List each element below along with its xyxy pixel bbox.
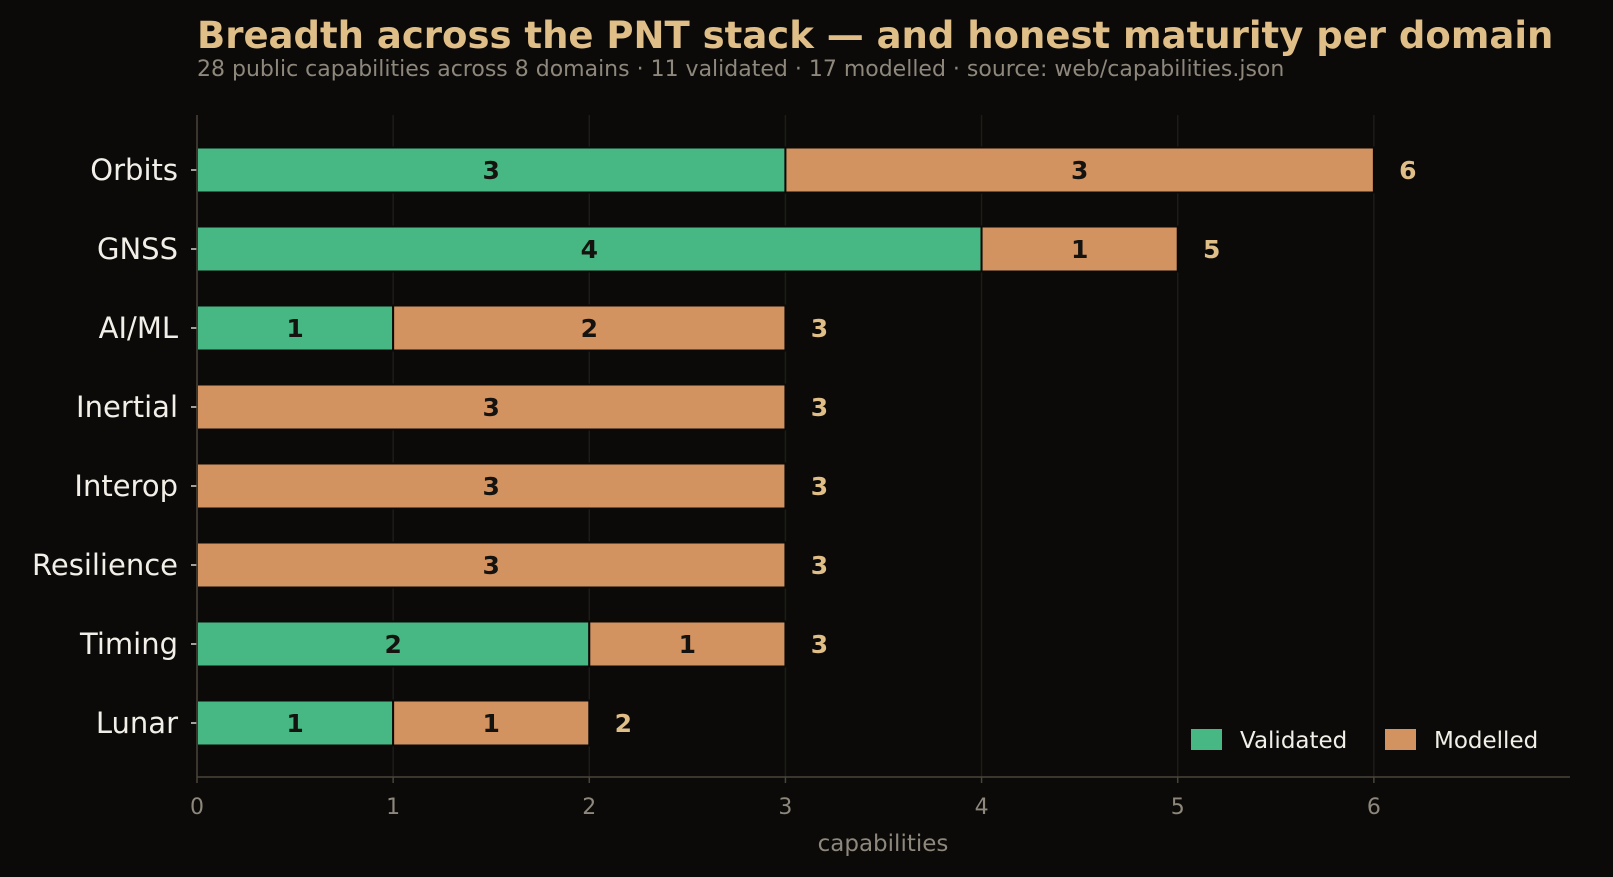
category-label: Timing xyxy=(79,627,178,661)
bar-total-label: 3 xyxy=(811,630,828,659)
category-label: Lunar xyxy=(96,706,178,740)
x-tick-label: 6 xyxy=(1367,795,1381,820)
bar-segment xyxy=(588,620,787,668)
bar-segment-label: 1 xyxy=(286,709,303,738)
bar-segment xyxy=(196,620,591,668)
bar-segment-label: 1 xyxy=(1071,235,1088,264)
category-label: AI/ML xyxy=(99,311,178,345)
bar-segment xyxy=(196,383,787,431)
bar-segment-label: 3 xyxy=(1071,156,1088,185)
bar-segment-label: 4 xyxy=(581,235,598,264)
x-tick-label: 1 xyxy=(386,795,400,820)
bar-segment-label: 2 xyxy=(581,314,598,343)
chart-title: Breadth across the PNT stack — and hones… xyxy=(197,14,1553,57)
bar-segment-label: 2 xyxy=(384,630,401,659)
bar-segment-label: 1 xyxy=(679,630,696,659)
axes: Orbits GNSS AI/ML Inertial Interop Resilience… xyxy=(32,115,1570,820)
bar-segment xyxy=(784,146,1375,194)
bar-segment xyxy=(392,699,591,747)
legend: Validated Modelled xyxy=(1191,728,1538,754)
bar-total-label: 2 xyxy=(615,709,632,738)
category-label: Orbits xyxy=(90,153,178,187)
bar-total-label: 3 xyxy=(811,393,828,422)
x-tick-label: 0 xyxy=(190,795,204,820)
bars: 3 3 6 4 1 5 1 2 3 3 3 3 3 3 3 2 1 3 1 1 2 xyxy=(196,146,1417,747)
legend-swatch xyxy=(1191,729,1222,750)
bar-total-label: 3 xyxy=(811,551,828,580)
bar-segment xyxy=(392,304,787,352)
bar-segment xyxy=(196,225,983,273)
bar-segment-label: 1 xyxy=(483,709,500,738)
x-tick-label: 5 xyxy=(1171,795,1185,820)
bar-segment xyxy=(196,462,787,510)
chart-subtitle: 28 public capabilities across 8 domains … xyxy=(197,57,1284,82)
x-tick-label: 3 xyxy=(778,795,792,820)
category-label: Resilience xyxy=(32,548,178,582)
legend-swatch xyxy=(1385,729,1416,750)
bar-segment xyxy=(196,304,395,352)
bar-total-label: 3 xyxy=(811,314,828,343)
bar-segment-label: 1 xyxy=(286,314,303,343)
legend-label: Validated xyxy=(1240,728,1347,754)
bar-segment-label: 3 xyxy=(483,472,500,501)
x-axis-title: capabilities xyxy=(818,831,949,857)
gridlines xyxy=(392,115,1375,777)
bar-total-label: 5 xyxy=(1203,235,1220,264)
category-label: Interop xyxy=(74,469,178,503)
x-tick-label: 4 xyxy=(975,795,989,820)
bar-segment xyxy=(980,225,1179,273)
bar-total-label: 6 xyxy=(1399,156,1416,185)
x-tick-label: 2 xyxy=(582,795,596,820)
bar-segment-label: 3 xyxy=(483,551,500,580)
bar-segment-label: 3 xyxy=(483,393,500,422)
category-label: GNSS xyxy=(97,232,178,266)
bar-total-label: 3 xyxy=(811,472,828,501)
bar-segment-label: 3 xyxy=(483,156,500,185)
bar-segment xyxy=(196,699,395,747)
category-label: Inertial xyxy=(76,390,178,424)
legend-label: Modelled xyxy=(1434,728,1538,754)
bar-segment xyxy=(196,541,787,589)
